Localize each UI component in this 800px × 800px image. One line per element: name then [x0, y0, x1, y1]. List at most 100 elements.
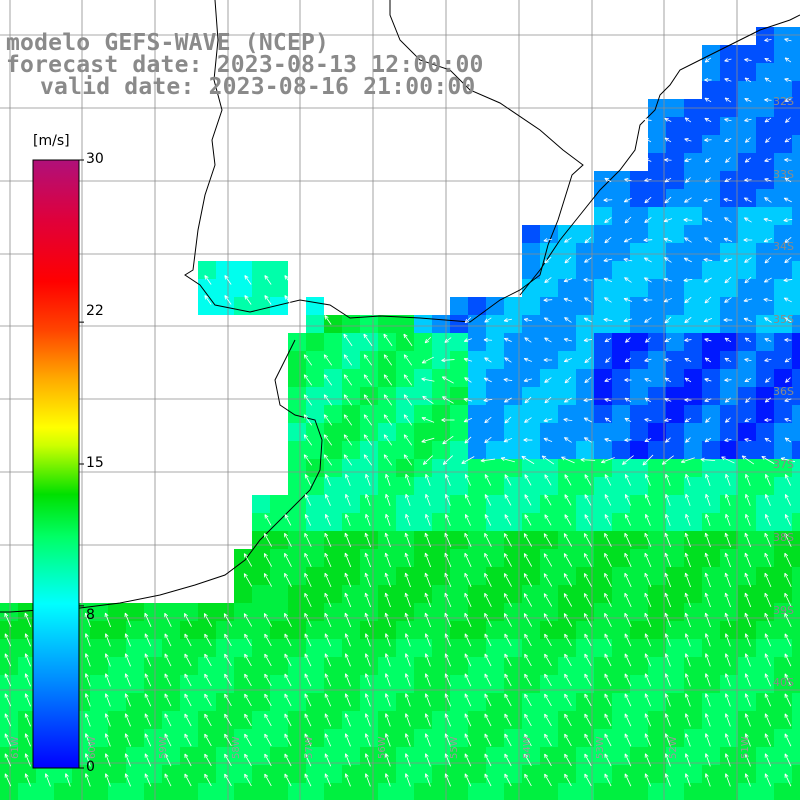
wind-arrow [604, 673, 612, 687]
wind-arrow [363, 394, 373, 406]
wind-arrow [344, 753, 351, 767]
wind-arrow [744, 157, 752, 163]
wind-cell [594, 297, 612, 315]
wind-cell [576, 351, 594, 369]
wind-arrow [264, 653, 272, 667]
wind-arrow [284, 753, 292, 767]
wind-arrow [484, 673, 492, 687]
wind-arrow [644, 612, 652, 628]
wind-arrow [724, 337, 732, 343]
wind-arrow [403, 333, 413, 347]
wind-arrow [384, 773, 391, 787]
wind-arrow [144, 693, 152, 707]
wind-arrow [4, 693, 12, 707]
wind-cell [648, 279, 666, 297]
wind-arrow [384, 693, 391, 707]
wind-arrow [464, 592, 472, 607]
wind-cell [324, 711, 342, 729]
wind-arrow [304, 673, 312, 687]
wind-arrow [665, 437, 671, 443]
wind-arrow [243, 573, 253, 587]
wind-arrow [343, 434, 353, 446]
wind-cell [18, 603, 36, 621]
wind-arrow [724, 377, 732, 383]
wind-cell [468, 585, 486, 603]
wind-arrow [403, 454, 413, 466]
wind-cell [450, 333, 468, 351]
wind-arrow [644, 552, 652, 568]
wind-cell [702, 729, 720, 747]
wind-arrow [304, 753, 312, 767]
wind-arrow [424, 713, 431, 727]
wind-cell [504, 585, 522, 603]
wind-arrow [644, 158, 652, 162]
wind-arrow [442, 435, 454, 445]
wind-cell [90, 639, 108, 657]
wind-cell [360, 423, 378, 441]
wind-arrow [224, 733, 232, 747]
wind-arrow [304, 494, 312, 506]
lon-label-54w: 54W [522, 736, 533, 759]
wind-cell [450, 495, 468, 513]
wind-cell [522, 711, 540, 729]
wind-arrow [303, 454, 313, 466]
wind-cell [684, 243, 702, 261]
wind-arrow [644, 217, 652, 223]
wind-arrow [704, 437, 712, 443]
wind-arrow [664, 357, 672, 363]
wind-arrow [464, 633, 472, 647]
wind-arrow [444, 653, 452, 667]
lon-label-57w: 57W [304, 736, 315, 759]
wind-arrow [704, 57, 712, 63]
wind-cell [252, 585, 270, 603]
wind-arrow [164, 773, 172, 787]
wind-cell [792, 117, 800, 135]
wind-cell [720, 639, 738, 657]
wind-cell [342, 369, 360, 387]
wind-arrow [124, 633, 131, 647]
wind-arrow [684, 572, 691, 588]
wind-cell [738, 369, 756, 387]
wind-cell [486, 567, 504, 585]
wind-cell [666, 783, 684, 800]
wind-arrow [543, 593, 553, 607]
wind-arrow [624, 673, 632, 687]
wind-cell [594, 747, 612, 765]
wind-arrow [244, 773, 252, 787]
wind-cell [144, 603, 162, 621]
wind-arrow [484, 514, 492, 526]
wind-cell [414, 603, 432, 621]
wind-arrow [724, 276, 732, 284]
wind-cell [414, 441, 432, 459]
wind-cell [342, 693, 360, 711]
wind-arrow [704, 612, 711, 628]
wind-arrow [723, 317, 733, 323]
wind-cell [576, 783, 594, 800]
wind-arrow [484, 494, 492, 506]
wind-arrow [363, 434, 373, 446]
wind-cell [162, 675, 180, 693]
wind-cell [288, 459, 306, 477]
wind-arrow [442, 455, 454, 465]
wind-cell [18, 657, 36, 675]
wind-arrow [684, 653, 691, 667]
wind-cell [648, 117, 666, 135]
wind-arrow [324, 315, 332, 325]
wind-cell [540, 333, 558, 351]
wind-arrow [704, 277, 712, 283]
wind-cell [612, 459, 630, 477]
wind-arrow [665, 473, 671, 486]
wind-cell [126, 729, 144, 747]
wind-cell [288, 333, 306, 351]
wind-arrow [544, 277, 552, 283]
wind-cell [378, 477, 396, 495]
wind-arrow [704, 773, 711, 787]
wind-cell [486, 423, 504, 441]
wind-cell [774, 747, 792, 765]
wind-cell [702, 747, 720, 765]
wind-arrow [344, 633, 351, 647]
wind-arrow [164, 733, 172, 747]
wind-cell [738, 711, 756, 729]
wind-cell [360, 585, 378, 603]
wind-arrow [442, 376, 454, 384]
